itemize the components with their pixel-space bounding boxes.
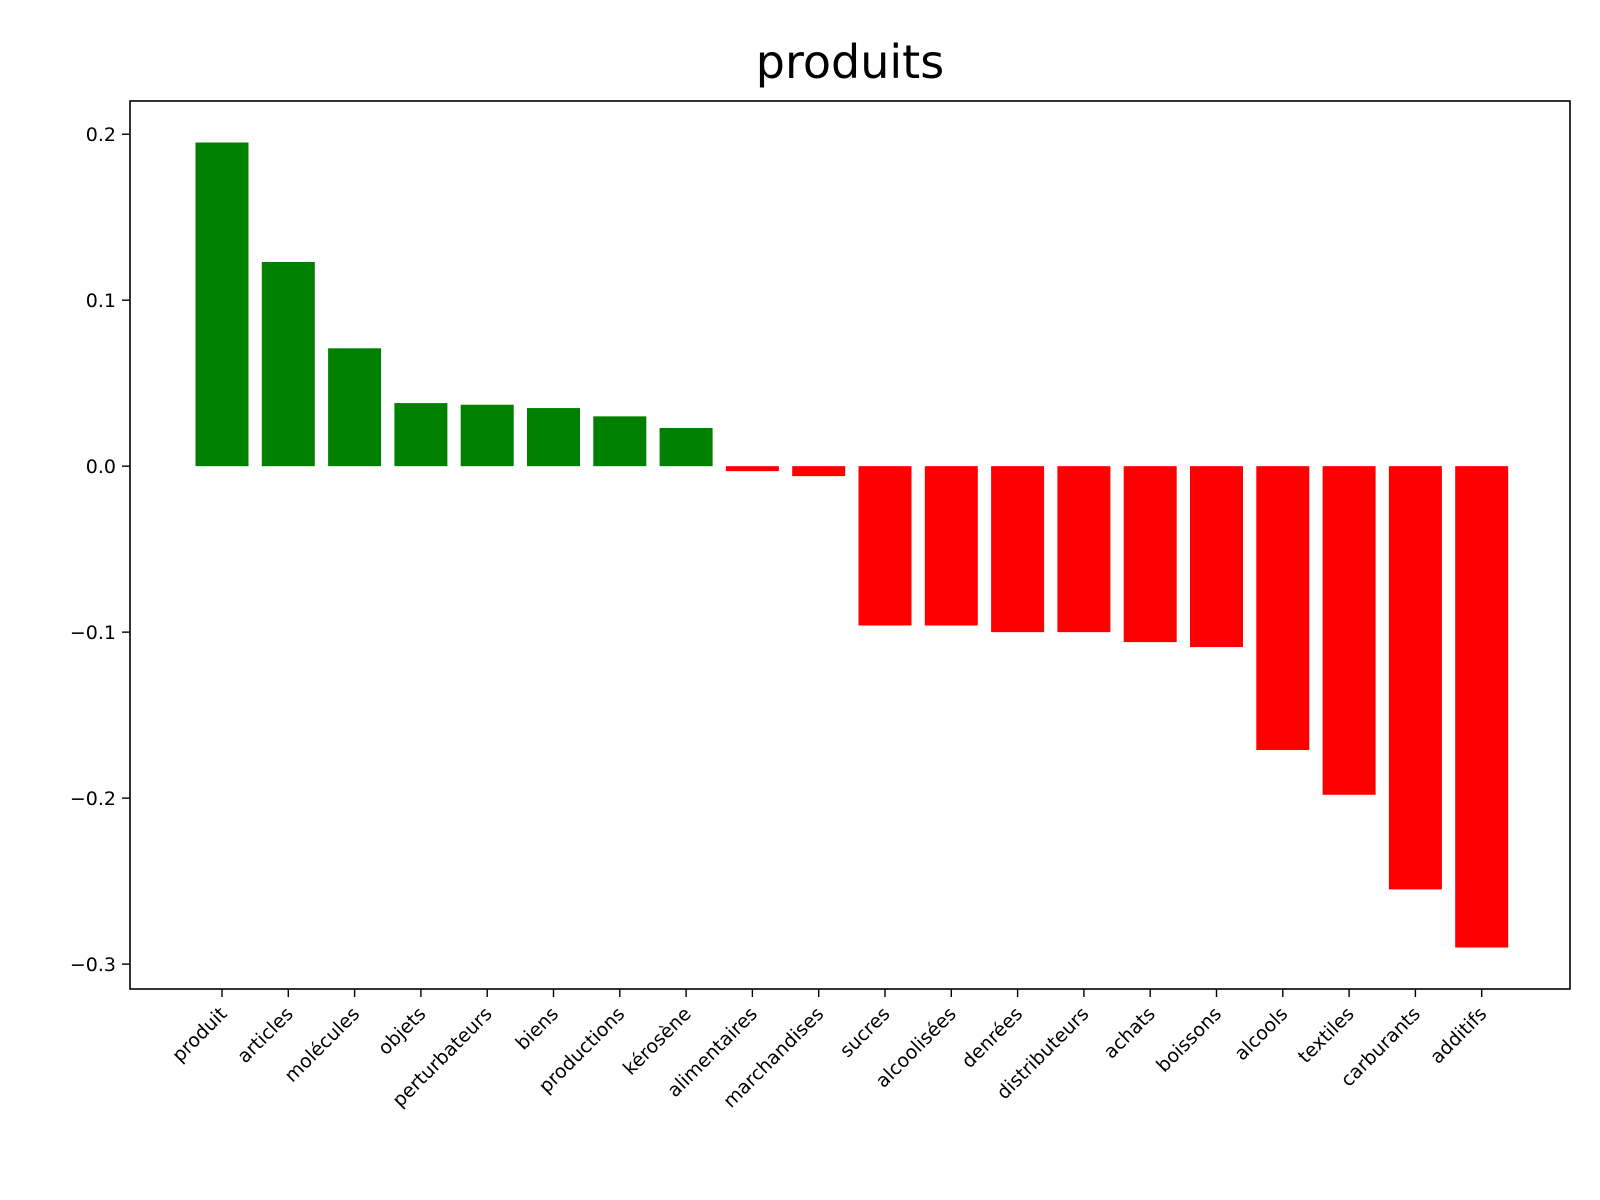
y-tick-label: −0.3 (70, 954, 116, 976)
bar-additifs (1455, 466, 1509, 948)
x-tick-label: achats (1100, 1003, 1160, 1063)
bar-textiles (1322, 466, 1376, 795)
x-tick-label: textiles (1294, 1003, 1359, 1068)
x-tick-label: additifs (1426, 1003, 1491, 1068)
x-tick-label: sucres (836, 1003, 895, 1062)
x-tick-label: biens (511, 1003, 563, 1055)
bar-sucres (858, 466, 912, 626)
bar-alcools (1256, 466, 1310, 750)
bar-carburants (1388, 466, 1442, 890)
bar-molécules (328, 348, 382, 467)
bar-kérosène (659, 427, 713, 467)
bar-perturbateurs (460, 404, 514, 467)
plot-frame (129, 100, 1571, 990)
bar-boissons (1190, 466, 1243, 648)
bar-denrées (991, 466, 1045, 633)
bar-alimentaires (725, 466, 779, 472)
bar-achats (1123, 466, 1177, 643)
bar-produit (195, 142, 249, 467)
bar-distributeurs (1057, 466, 1111, 633)
bars-group (195, 142, 1509, 948)
x-tick-label: produit (168, 1003, 232, 1067)
x-tick-label: alcools (1230, 1003, 1292, 1065)
x-tick-label: objets (374, 1003, 431, 1060)
bar-alcoolisées (924, 466, 978, 626)
bar-biens (527, 408, 580, 467)
y-tick-label: −0.1 (70, 622, 116, 644)
y-axis: 0.2 0.1 0.0 −0.1 −0.2 −0.3 (70, 124, 130, 976)
y-tick-label: 0.0 (86, 456, 116, 478)
bar-articles (261, 262, 315, 467)
x-tick-label: denrées (958, 1003, 1028, 1073)
chart-title: produits (756, 35, 944, 89)
bar-marchandises (792, 466, 846, 477)
x-tick-label: articles (233, 1003, 298, 1068)
bar-objets (394, 403, 448, 467)
y-tick-label: 0.1 (86, 290, 116, 312)
bar-productions (593, 416, 647, 467)
y-tick-label: −0.2 (70, 788, 116, 810)
x-tick-label: boissons (1152, 1003, 1226, 1077)
y-tick-label: 0.2 (86, 124, 116, 146)
